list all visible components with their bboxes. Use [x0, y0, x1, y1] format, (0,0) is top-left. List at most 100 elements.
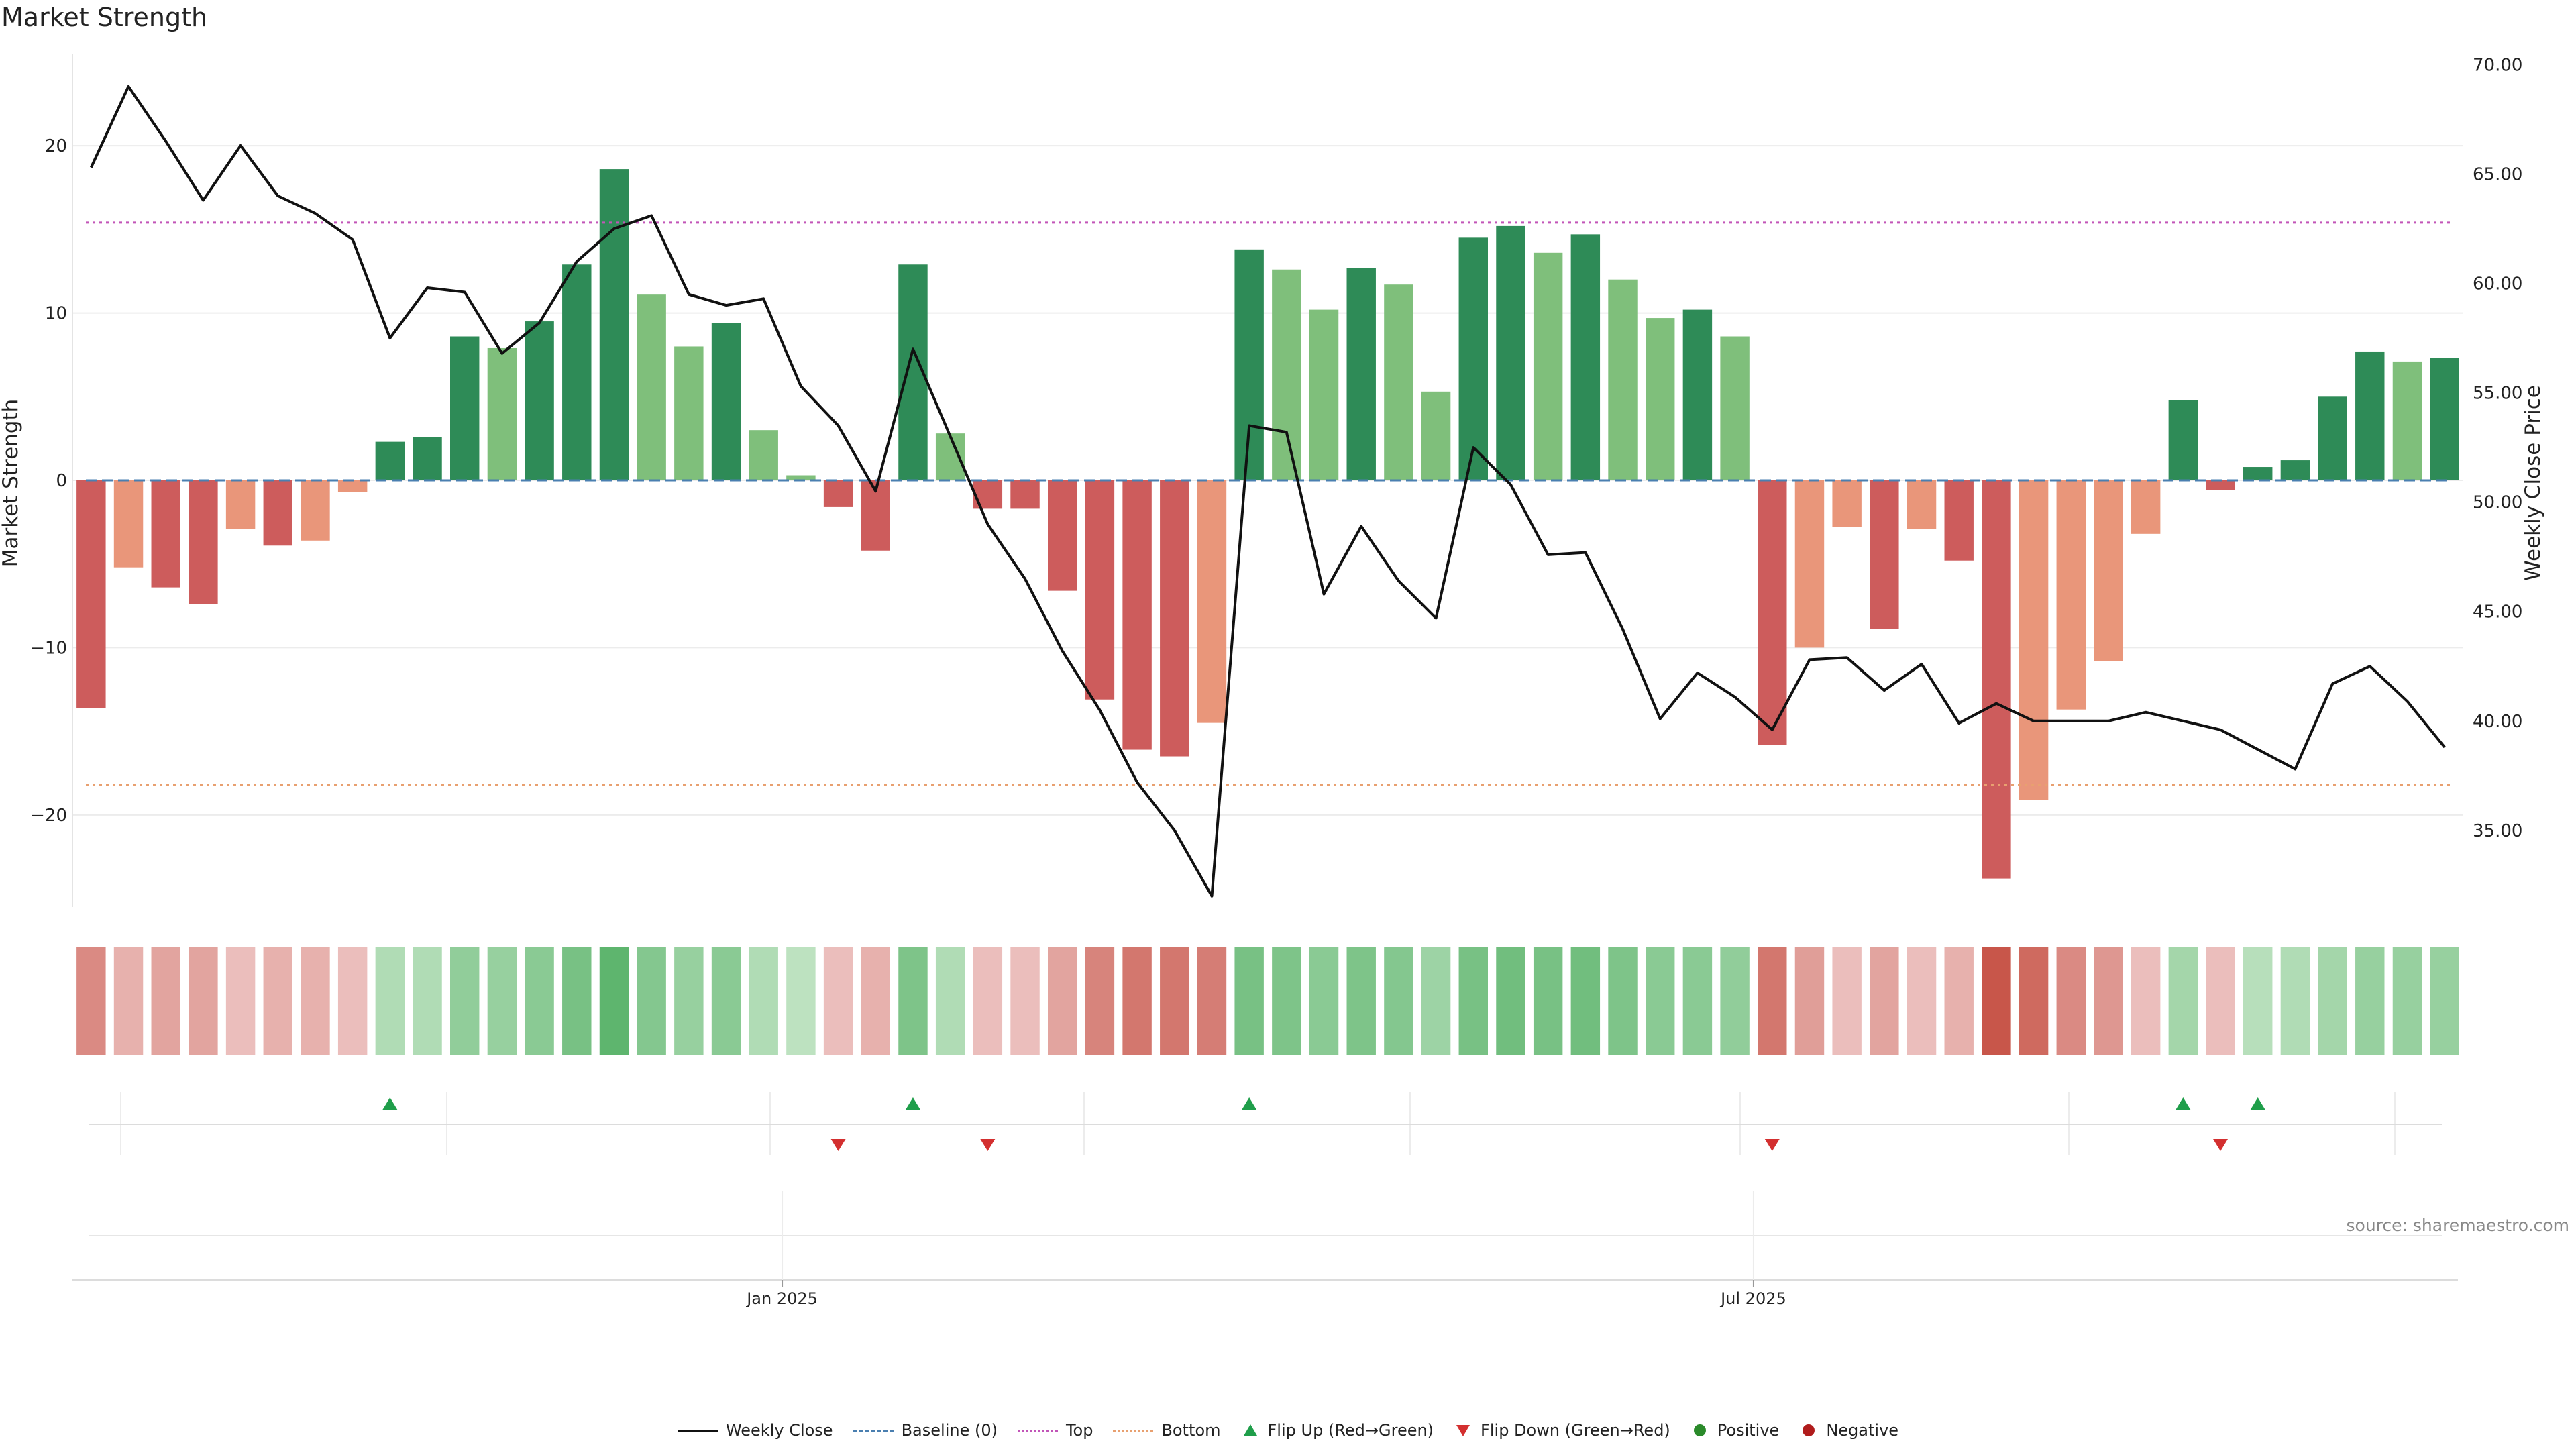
strength-bar [749, 430, 778, 480]
heatmap-cell [1384, 947, 1413, 1055]
triangle-up-icon [1241, 1422, 1260, 1438]
legend: Weekly Close Baseline (0) Top Bottom Fli… [0, 1421, 2576, 1440]
strength-bar [786, 475, 816, 480]
heatmap-cell [2131, 947, 2161, 1055]
strength-bar [487, 347, 517, 480]
heatmap-cell [1870, 947, 1899, 1055]
heatmap-cell [525, 947, 554, 1055]
strength-bar [413, 437, 442, 480]
heatmap-cell [1944, 947, 1974, 1055]
strength-bar [1570, 234, 1601, 480]
flip-up-marker [2250, 1097, 2265, 1110]
strength-bar [2056, 480, 2086, 710]
dot-icon [1799, 1422, 1818, 1438]
heatmap-cell [2392, 947, 2422, 1055]
strength-bar [2318, 396, 2347, 480]
strength-bar [2243, 467, 2273, 480]
weekly-close-polyline [89, 85, 2446, 898]
heatmap-cell [637, 947, 666, 1055]
strength-bar [263, 480, 292, 546]
y-tick-label: 10 [45, 304, 67, 324]
strength-bar [1197, 480, 1227, 723]
legend-negative: Negative [1799, 1421, 1898, 1440]
strength-bar [1346, 268, 1376, 480]
heatmap-cell [2318, 947, 2347, 1055]
y2-tick-label: 50.00 [2473, 493, 2522, 513]
legend-flip-up: Flip Up (Red→Green) [1241, 1421, 1434, 1440]
y2-tick-label: 70.00 [2473, 55, 2522, 75]
heatmap-cell [674, 947, 704, 1055]
legend-label: Weekly Close [725, 1421, 833, 1440]
legend-bottom: Bottom [1113, 1421, 1221, 1440]
y2-tick-label: 35.00 [2473, 821, 2522, 841]
strength-bar [1794, 480, 1825, 648]
strength-bar [1458, 237, 1488, 480]
heatmap-cell [1234, 947, 1264, 1055]
strength-bar [674, 346, 704, 480]
heatmap-cell [1907, 947, 1937, 1055]
strength-bar [1384, 284, 1413, 480]
legend-top: Top [1017, 1421, 1093, 1440]
strength-bar [2206, 480, 2235, 490]
heatmap-cell [113, 947, 144, 1055]
heatmap-cell [1160, 947, 1189, 1055]
heatmap-cell [1608, 947, 1638, 1055]
strength-bar [562, 264, 592, 480]
heatmap-cell [1048, 947, 1077, 1055]
strength-bar [973, 480, 1003, 509]
y-tick-label: 20 [45, 136, 67, 156]
heatmap-cell [1421, 947, 1451, 1055]
x-tick-label: Jan 2025 [745, 1289, 818, 1308]
heatmap-cell [1010, 947, 1040, 1055]
heatmap-cell [786, 947, 816, 1055]
heatmap-cell [450, 947, 480, 1055]
heatmap-cell [2243, 947, 2273, 1055]
strength-bar [2019, 480, 2049, 800]
dot-icon [1690, 1422, 1709, 1438]
strength-bar [2094, 480, 2123, 661]
strength-bar [113, 480, 144, 568]
heatmap-cell [898, 947, 928, 1055]
heatmap-cell [1982, 947, 2011, 1055]
strength-bar [525, 321, 554, 480]
strength-bar [189, 480, 218, 604]
x-tick-label: Jul 2025 [1719, 1289, 1786, 1308]
strength-bar [1085, 480, 1115, 700]
dashed-line-icon [853, 1422, 894, 1438]
legend-positive: Positive [1690, 1421, 1779, 1440]
heatmap-cell [1794, 947, 1825, 1055]
heatmap-cell [1758, 947, 1787, 1055]
strength-bar [1832, 480, 1862, 527]
heatmap-cell [2094, 947, 2123, 1055]
strength-bar [2168, 400, 2198, 480]
heatmap-cell [151, 947, 180, 1055]
strength-bar [935, 433, 965, 480]
legend-label: Baseline (0) [901, 1421, 998, 1440]
strength-bar [301, 480, 330, 541]
flip-down-marker [830, 1139, 846, 1151]
strength-bar [1907, 480, 1937, 529]
strength-bar [823, 480, 853, 507]
heatmap-cell [823, 947, 853, 1055]
heatmap-cell [2430, 947, 2459, 1055]
strength-bar [1309, 309, 1339, 480]
strength-bar [1010, 480, 1040, 509]
y2-tick-label: 60.00 [2473, 274, 2522, 294]
legend-label: Flip Up (Red→Green) [1267, 1421, 1434, 1440]
heatmap-cell [337, 947, 368, 1055]
heatmap-cell [301, 947, 330, 1055]
legend-weekly-close: Weekly Close [677, 1421, 833, 1440]
strength-heatmap [76, 947, 2459, 1055]
heatmap-cell [375, 947, 405, 1055]
strength-bar [2131, 480, 2161, 534]
strength-bar [711, 323, 741, 480]
strength-bar [1272, 269, 1301, 480]
strength-bar [2392, 361, 2422, 480]
weekly-close-line [89, 85, 2446, 898]
heatmap-cell [749, 947, 778, 1055]
flip-up-marker [382, 1097, 398, 1110]
heatmap-cell [2206, 947, 2235, 1055]
strength-bar [1982, 480, 2011, 879]
heatmap-cell [1682, 947, 1713, 1055]
